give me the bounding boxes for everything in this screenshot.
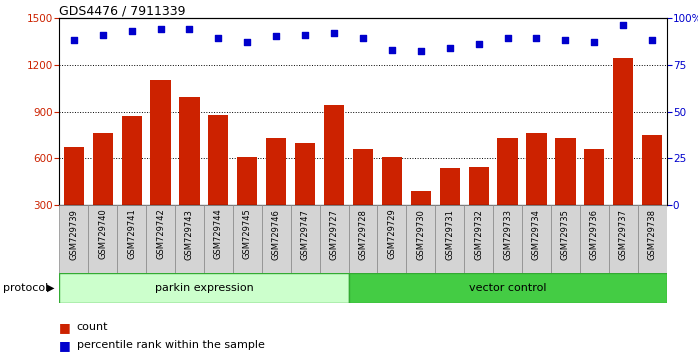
- Bar: [464, 205, 493, 273]
- Bar: [295, 143, 315, 252]
- Bar: [146, 205, 175, 273]
- Text: GDS4476 / 7911339: GDS4476 / 7911339: [59, 5, 186, 18]
- Text: parkin expression: parkin expression: [154, 282, 253, 293]
- Bar: [526, 133, 547, 252]
- Point: [97, 32, 108, 38]
- Point: [415, 48, 426, 54]
- Text: count: count: [77, 322, 108, 332]
- Bar: [64, 148, 84, 252]
- Text: GSM729747: GSM729747: [301, 209, 310, 259]
- Bar: [88, 205, 117, 273]
- Text: protocol: protocol: [3, 282, 49, 293]
- Text: GSM729732: GSM729732: [474, 209, 483, 259]
- Bar: [233, 205, 262, 273]
- Bar: [410, 191, 431, 252]
- Bar: [179, 97, 200, 252]
- Point: [184, 26, 195, 32]
- Bar: [468, 167, 489, 252]
- Text: GSM729741: GSM729741: [127, 209, 136, 259]
- Text: GSM729738: GSM729738: [648, 209, 657, 260]
- Text: GSM729735: GSM729735: [561, 209, 570, 259]
- Bar: [121, 116, 142, 252]
- Text: GSM729733: GSM729733: [503, 209, 512, 260]
- Text: GSM729743: GSM729743: [185, 209, 194, 259]
- Point: [155, 26, 166, 32]
- Bar: [609, 205, 638, 273]
- Text: GSM729731: GSM729731: [445, 209, 454, 259]
- Text: ■: ■: [59, 321, 75, 334]
- Bar: [498, 138, 518, 252]
- Point: [242, 39, 253, 45]
- Bar: [348, 273, 667, 303]
- Point: [271, 34, 282, 39]
- Bar: [638, 205, 667, 273]
- Point: [473, 41, 484, 47]
- Point: [531, 35, 542, 41]
- Bar: [352, 149, 373, 252]
- Bar: [117, 205, 146, 273]
- Text: GSM729744: GSM729744: [214, 209, 223, 259]
- Text: GSM729737: GSM729737: [618, 209, 628, 260]
- Bar: [584, 149, 604, 252]
- Bar: [175, 205, 204, 273]
- Point: [329, 30, 340, 35]
- Point: [68, 38, 80, 43]
- Bar: [382, 157, 402, 252]
- Text: GSM729745: GSM729745: [243, 209, 252, 259]
- Bar: [266, 138, 286, 252]
- Point: [357, 35, 369, 41]
- Point: [618, 22, 629, 28]
- Text: GSM729740: GSM729740: [98, 209, 107, 259]
- Point: [213, 35, 224, 41]
- Text: GSM729730: GSM729730: [416, 209, 425, 259]
- Bar: [237, 157, 258, 252]
- Bar: [93, 133, 113, 252]
- Text: ■: ■: [59, 339, 75, 352]
- Point: [299, 32, 311, 38]
- Point: [502, 35, 513, 41]
- Bar: [378, 205, 406, 273]
- Text: GSM729734: GSM729734: [532, 209, 541, 259]
- Point: [560, 38, 571, 43]
- Bar: [324, 105, 344, 252]
- Bar: [262, 205, 290, 273]
- Text: vector control: vector control: [469, 282, 547, 293]
- Bar: [150, 80, 170, 252]
- Point: [126, 28, 138, 34]
- Bar: [493, 205, 522, 273]
- Bar: [208, 115, 228, 252]
- Text: GSM729729: GSM729729: [387, 209, 396, 259]
- Bar: [59, 273, 348, 303]
- Point: [444, 45, 455, 51]
- Bar: [59, 205, 88, 273]
- Text: GSM729727: GSM729727: [329, 209, 339, 259]
- Bar: [440, 168, 460, 252]
- Bar: [290, 205, 320, 273]
- Bar: [522, 205, 551, 273]
- Bar: [555, 138, 575, 252]
- Bar: [406, 205, 436, 273]
- Point: [646, 38, 658, 43]
- Text: GSM729728: GSM729728: [359, 209, 367, 259]
- Bar: [613, 58, 633, 252]
- Point: [588, 39, 600, 45]
- Bar: [204, 205, 233, 273]
- Text: GSM729736: GSM729736: [590, 209, 599, 260]
- Point: [386, 47, 397, 52]
- Text: percentile rank within the sample: percentile rank within the sample: [77, 340, 265, 350]
- Text: GSM729742: GSM729742: [156, 209, 165, 259]
- Bar: [320, 205, 348, 273]
- Text: ▶: ▶: [47, 282, 55, 293]
- Text: GSM729739: GSM729739: [69, 209, 78, 259]
- Bar: [551, 205, 580, 273]
- Bar: [436, 205, 464, 273]
- Bar: [348, 205, 378, 273]
- Text: GSM729746: GSM729746: [272, 209, 281, 259]
- Bar: [580, 205, 609, 273]
- Bar: [642, 135, 662, 252]
